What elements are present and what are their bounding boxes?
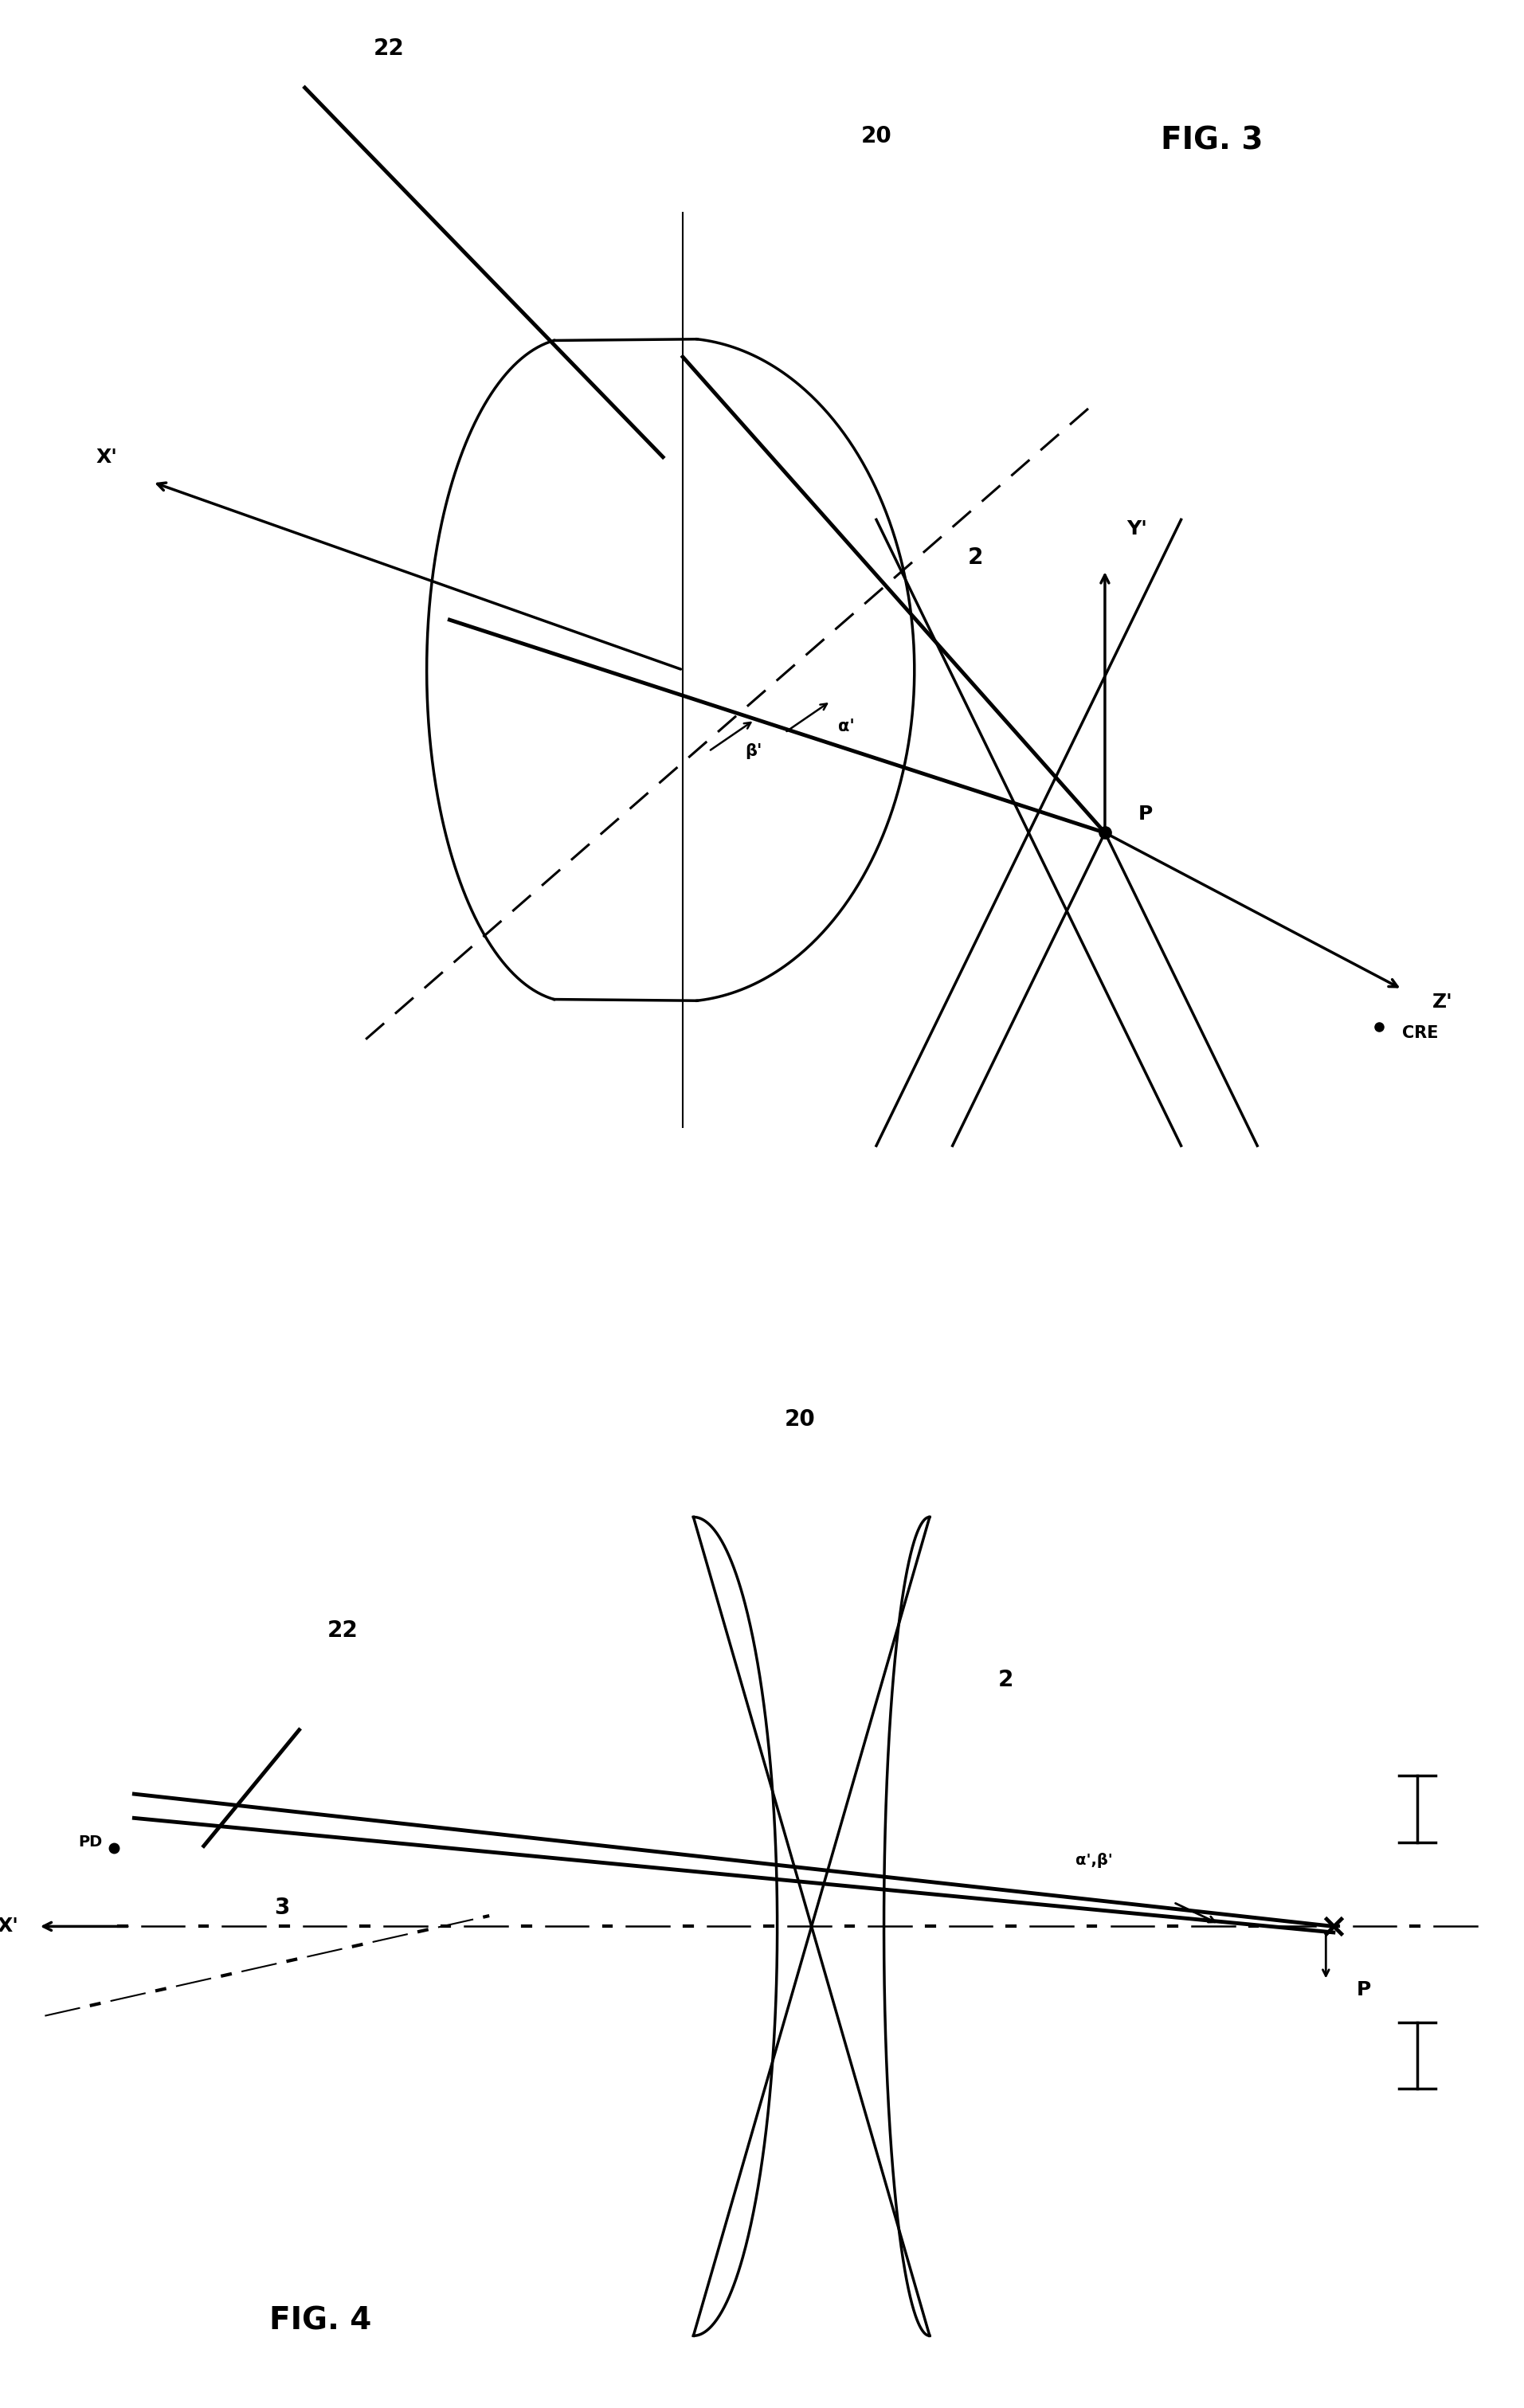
Text: CRE: CRE: [1402, 1026, 1439, 1040]
Text: X': X': [0, 1917, 18, 1936]
Text: 2: 2: [968, 547, 983, 568]
Text: Z': Z': [1433, 992, 1452, 1011]
Text: 22: 22: [373, 39, 404, 60]
Text: 20: 20: [785, 1409, 815, 1430]
Text: PD: PD: [78, 1835, 102, 1849]
Text: Y': Y': [1126, 520, 1148, 539]
Text: X': X': [96, 448, 117, 467]
Text: FIG. 3: FIG. 3: [1160, 125, 1263, 157]
Text: 20: 20: [861, 125, 892, 147]
Text: α',β': α',β': [1076, 1852, 1113, 1869]
Text: α': α': [838, 718, 855, 734]
Text: 3: 3: [274, 1898, 290, 1919]
Text: P: P: [1138, 804, 1154, 824]
Text: FIG. 4: FIG. 4: [268, 2307, 372, 2336]
Text: 2: 2: [998, 1669, 1013, 1690]
Text: β': β': [745, 744, 762, 759]
Text: 22: 22: [328, 1618, 358, 1642]
Text: P: P: [1356, 1979, 1372, 1999]
